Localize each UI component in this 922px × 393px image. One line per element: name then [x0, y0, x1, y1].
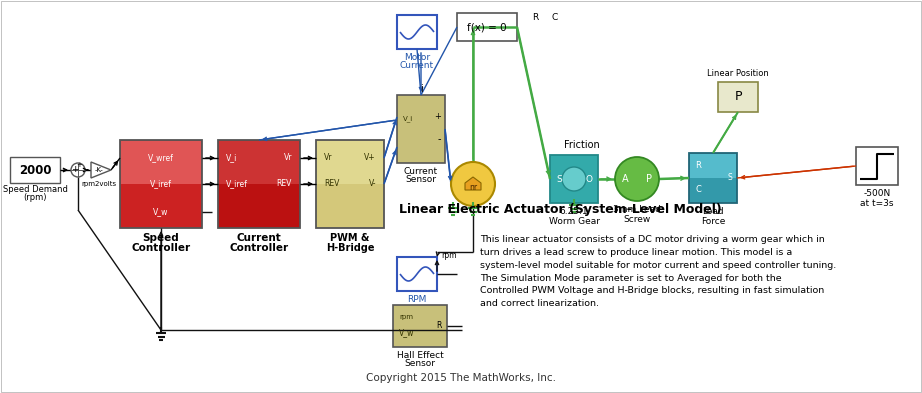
Text: V_w: V_w — [153, 208, 169, 217]
Text: Speed Demand: Speed Demand — [3, 185, 67, 195]
Bar — [317, 141, 383, 184]
Text: This linear actuator consists of a DC motor driving a worm gear which in
turn dr: This linear actuator consists of a DC mo… — [480, 235, 836, 308]
Text: Motor: Motor — [404, 53, 430, 61]
Bar — [121, 141, 201, 184]
Text: Force: Force — [701, 217, 726, 226]
Bar — [393, 305, 447, 347]
Text: (rpm): (rpm) — [23, 193, 47, 202]
Circle shape — [615, 157, 659, 201]
Text: 3mm Lead: 3mm Lead — [613, 206, 661, 215]
Text: i: i — [420, 84, 422, 94]
Text: H-Bridge: H-Bridge — [325, 243, 374, 253]
Text: V-: V- — [369, 180, 376, 189]
Text: +: + — [71, 165, 78, 173]
Bar — [120, 140, 202, 228]
Text: rpm2volts: rpm2volts — [81, 181, 116, 187]
Text: 2000: 2000 — [18, 163, 52, 176]
Text: Vr: Vr — [324, 154, 333, 162]
Text: Hall Effect: Hall Effect — [396, 351, 443, 360]
Text: nr: nr — [469, 182, 477, 191]
Bar — [718, 82, 758, 112]
Text: Current: Current — [237, 233, 281, 243]
Text: Linear Position: Linear Position — [707, 70, 769, 79]
Text: V_w: V_w — [399, 329, 414, 338]
Text: rpm: rpm — [441, 250, 456, 259]
Text: Speed: Speed — [143, 233, 180, 243]
Text: Current: Current — [400, 61, 434, 70]
Text: R: R — [532, 13, 538, 22]
Text: REV: REV — [277, 180, 292, 189]
Text: RPM: RPM — [408, 294, 427, 303]
Text: V_iref: V_iref — [150, 180, 171, 189]
Circle shape — [71, 163, 85, 177]
Text: -500N: -500N — [863, 189, 891, 198]
Text: V_i: V_i — [226, 154, 237, 162]
Text: Controller: Controller — [230, 243, 289, 253]
Bar — [690, 154, 736, 178]
Text: Sensor: Sensor — [406, 176, 436, 184]
Bar — [397, 15, 437, 49]
Circle shape — [451, 162, 495, 206]
Circle shape — [562, 167, 586, 191]
Text: rpm: rpm — [399, 314, 413, 320]
Text: V_iref: V_iref — [226, 180, 248, 189]
Text: -: - — [438, 134, 441, 144]
Text: PWM &: PWM & — [330, 233, 370, 243]
Text: A: A — [621, 174, 628, 184]
Text: REV: REV — [324, 180, 339, 189]
Text: S: S — [727, 173, 732, 182]
Text: -K-: -K- — [95, 167, 103, 173]
Text: Current: Current — [404, 167, 438, 176]
Bar — [550, 155, 598, 203]
Text: Vr: Vr — [283, 154, 292, 162]
Bar — [397, 95, 445, 163]
Text: Controller: Controller — [132, 243, 191, 253]
Text: Screw: Screw — [623, 215, 651, 224]
Text: V_wref: V_wref — [148, 154, 174, 162]
Text: Worm Gear: Worm Gear — [549, 217, 599, 226]
Text: 6.25:1: 6.25:1 — [560, 208, 588, 217]
Polygon shape — [465, 177, 481, 190]
Bar — [10, 157, 60, 183]
Text: P: P — [646, 174, 652, 184]
Text: Linear Electric Actuator (System-Level Model): Linear Electric Actuator (System-Level M… — [398, 204, 721, 217]
Bar — [316, 140, 384, 228]
Text: V+: V+ — [364, 154, 376, 162]
Text: f(x) = 0: f(x) = 0 — [467, 22, 507, 32]
Text: R: R — [695, 162, 701, 171]
Bar — [397, 257, 437, 291]
Text: R: R — [437, 321, 442, 331]
Text: O: O — [585, 174, 592, 184]
Text: at t=3s: at t=3s — [860, 198, 893, 208]
Text: Friction: Friction — [564, 140, 600, 150]
Bar — [457, 13, 517, 41]
Bar — [219, 141, 299, 184]
Bar — [689, 153, 737, 203]
Polygon shape — [91, 162, 111, 178]
Text: Copyright 2015 The MathWorks, Inc.: Copyright 2015 The MathWorks, Inc. — [366, 373, 556, 383]
Bar — [856, 147, 898, 185]
Text: S: S — [556, 174, 561, 184]
Text: Load: Load — [703, 208, 724, 217]
Text: P: P — [734, 90, 742, 103]
Bar — [218, 140, 300, 228]
Text: V_i: V_i — [403, 116, 413, 122]
Text: +: + — [76, 162, 82, 168]
Text: C: C — [695, 185, 701, 195]
Text: Sensor: Sensor — [405, 360, 435, 369]
Text: C: C — [552, 13, 558, 22]
Text: +: + — [434, 112, 441, 121]
